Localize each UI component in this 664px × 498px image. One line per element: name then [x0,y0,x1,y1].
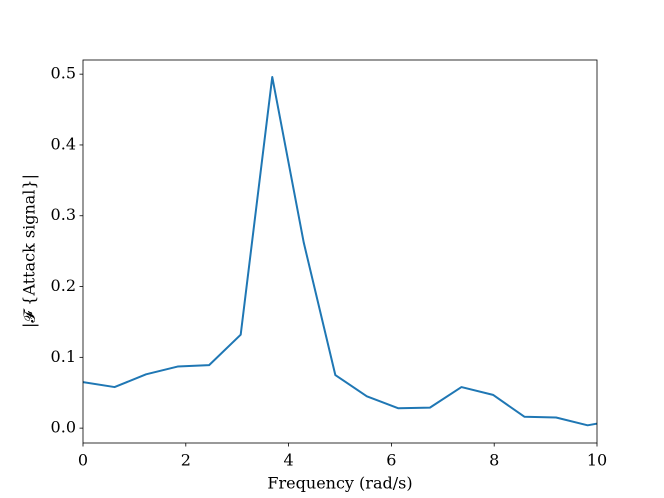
y-tick-label: 0.2 [51,276,76,295]
y-tick-label: 0.4 [51,134,76,153]
y-tick-label: 0.5 [51,64,76,83]
y-tick-label: 0.1 [51,347,76,366]
x-tick-label: 8 [489,451,499,470]
data-line [83,75,597,427]
x-tick-label: 2 [181,451,191,470]
plot-frame [82,59,598,444]
x-tick-label: 4 [284,451,294,470]
y-tick-label: 0.3 [51,205,76,224]
x-tick-label: 0 [78,451,88,470]
x-axis-label: Frequency (rad/s) [267,474,412,493]
x-tick-label: 10 [587,451,607,470]
x-tick-label: 6 [386,451,396,470]
y-axis-label: |𝓕 {Attack signal}| [20,174,39,328]
y-tick-label: 0.0 [51,418,76,437]
